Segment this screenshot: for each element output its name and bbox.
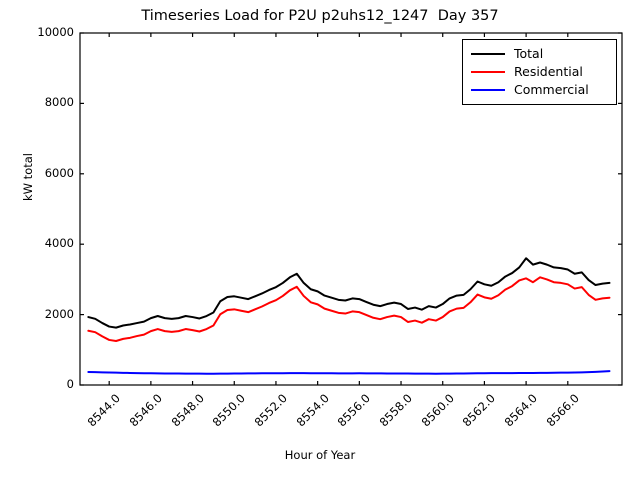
y-tick-label: 8000 bbox=[44, 95, 74, 110]
series-line-commercial bbox=[87, 370, 611, 375]
x-axis-label: Hour of Year bbox=[284, 448, 356, 462]
legend-label-residential: Residential bbox=[514, 63, 583, 79]
legend-item-commercial: Commercial bbox=[471, 81, 608, 99]
legend-label-commercial: Commercial bbox=[514, 81, 589, 97]
legend-item-total: Total bbox=[471, 45, 608, 63]
y-tick-label: 4000 bbox=[44, 236, 74, 251]
y-tick-label: 6000 bbox=[44, 165, 74, 180]
y-axis-tick-labels: 0 2000 4000 6000 8000 10000 bbox=[10, 0, 74, 480]
series-line-residential bbox=[87, 276, 611, 342]
y-tick-label: 10000 bbox=[37, 25, 74, 39]
legend-item-residential: Residential bbox=[471, 63, 608, 81]
series-line-total bbox=[87, 257, 611, 329]
legend-swatch-commercial bbox=[471, 89, 505, 91]
y-axis-label: kW total bbox=[21, 153, 35, 201]
legend-swatch-total bbox=[471, 53, 505, 55]
chart-legend: Total Residential Commercial bbox=[462, 39, 617, 105]
legend-swatch-residential bbox=[471, 71, 505, 73]
y-tick-label: 2000 bbox=[44, 306, 74, 321]
legend-label-total: Total bbox=[514, 45, 544, 61]
y-tick-label: 0 bbox=[66, 377, 74, 391]
chart-title: Timeseries Load for P2U p2uhs12_1247 Day… bbox=[141, 8, 499, 24]
